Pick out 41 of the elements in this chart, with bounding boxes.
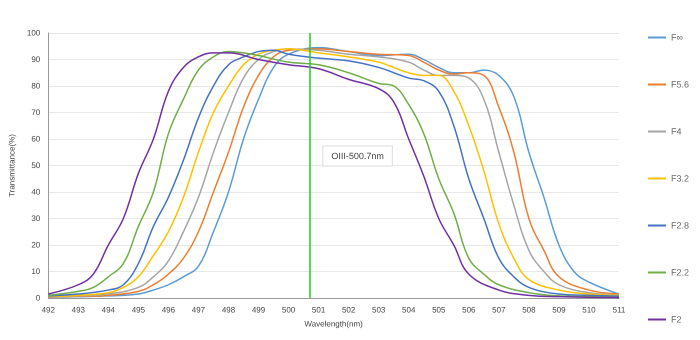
x-tick-label: 505 [432, 306, 446, 314]
y-tick-label: 60 [31, 134, 41, 144]
x-tick-label: 493 [72, 306, 86, 314]
y-tick-label: 20 [31, 240, 41, 250]
y-tick-label: 50 [31, 161, 41, 170]
legend-label: F2 [670, 314, 682, 324]
x-tick-label: 504 [402, 306, 416, 314]
y-tick-label: 80 [31, 82, 41, 90]
x-tick-label: 495 [132, 306, 146, 314]
ref-line-label: OIII-500.7nm [331, 151, 384, 161]
y-tick-label: 10 [31, 267, 41, 276]
x-axis-title: Wavelength(nm) [304, 320, 364, 328]
y-tick-label: 0 [36, 294, 41, 302]
x-tick-label: 501 [312, 306, 326, 314]
x-tick-label: 509 [552, 306, 566, 314]
y-axis-title: Transmittance(%) [8, 134, 16, 197]
x-tick-label: 507 [492, 306, 506, 314]
x-tick-label: 499 [252, 306, 266, 314]
x-tick-label: 510 [582, 306, 596, 314]
x-tick-label: 494 [102, 306, 116, 314]
legend-label: F5.6 [670, 80, 690, 90]
y-tick-label: 70 [31, 108, 41, 117]
x-tick-label: 503 [372, 306, 386, 314]
y-tick-label: 100 [26, 28, 41, 38]
legend-label: F3.2 [670, 174, 690, 184]
y-tick-label: 30 [31, 214, 41, 223]
x-tick-label: 508 [522, 306, 536, 314]
legend-label: F2.8 [670, 220, 690, 230]
x-tick-label: 498 [222, 306, 236, 314]
y-tick-label: 90 [31, 55, 41, 64]
x-tick-label: 496 [162, 306, 176, 314]
x-tick-label: 500 [282, 306, 296, 314]
legend-label: F2.2 [670, 268, 690, 278]
legend-label: F∞ [670, 32, 684, 42]
y-tick-label: 40 [31, 188, 41, 196]
x-tick-label: 492 [42, 306, 56, 314]
x-tick-label: 497 [192, 306, 206, 314]
legend-label: F4 [670, 126, 682, 136]
x-tick-label: 506 [462, 306, 476, 314]
x-tick-label: 502 [342, 306, 356, 314]
x-tick-label: 511 [612, 306, 626, 314]
